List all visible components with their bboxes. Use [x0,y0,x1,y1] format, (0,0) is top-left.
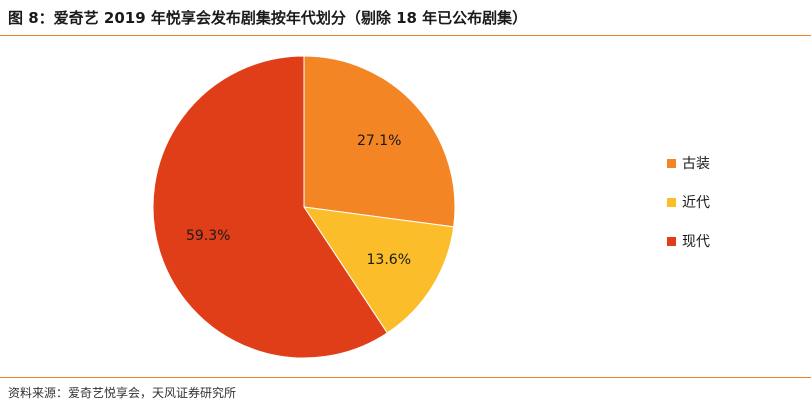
figure-title: 图 8：爱奇艺 2019 年悦享会发布剧集按年代划分（剔除 18 年已公布剧集） [8,9,528,27]
data-label-近代: 13.6% [367,252,411,268]
legend-label: 现代 [682,234,710,250]
source-note: 资料来源：爱奇艺悦享会，天风证券研究所 [8,386,237,400]
pie-slice-近代 [302,206,455,334]
data-label-古装: 27.1% [357,133,401,149]
legend-label: 近代 [682,195,710,211]
pie-data-labels: 27.1% 13.6% 59.3% [186,133,411,268]
pie-slices [152,55,456,359]
pie-slice-现代 [152,55,388,359]
legend-item-现代: 现代 [667,231,710,251]
legend-swatch [667,236,676,246]
chart-legend: 古装 近代 现代 [667,153,710,270]
legend-item-近代: 近代 [667,192,710,212]
legend-swatch [667,197,676,207]
source-divider [0,377,811,378]
pie-slice-古装 [303,55,456,228]
data-label-现代: 59.3% [186,228,230,244]
legend-item-古装: 古装 [667,153,710,173]
legend-swatch [667,158,676,168]
title-divider [0,35,811,36]
legend-label: 古装 [682,156,710,172]
pie-chart: 27.1% 13.6% 59.3% [152,55,456,359]
